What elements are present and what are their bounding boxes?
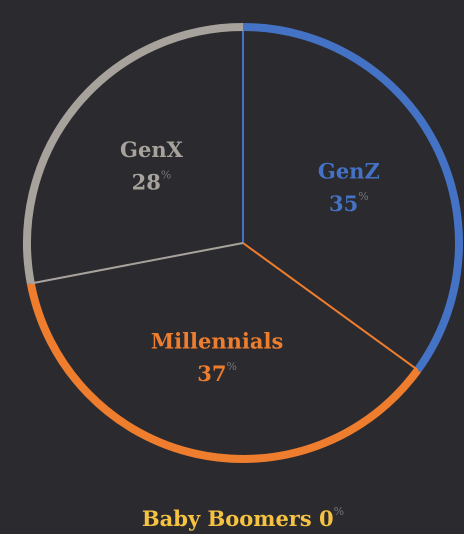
slice-name: Millennials [151, 328, 283, 353]
slice-name: GenZ [318, 159, 380, 184]
slice-name: Baby Boomers [142, 506, 312, 531]
slice-edge [30, 242, 244, 285]
gap [312, 506, 319, 531]
value-unit: % [226, 360, 236, 373]
slice-value: 28% [132, 168, 172, 194]
slice [242, 23, 463, 373]
slice-name: GenX [120, 137, 184, 162]
value-unit: % [161, 168, 171, 181]
value-number: 35 [329, 191, 358, 216]
slice-arc [242, 23, 463, 373]
value-unit: % [358, 190, 368, 203]
slice-arc [26, 282, 421, 463]
slice-value: 35% [329, 190, 369, 216]
zero-slice-label: Baby Boomers 0% [142, 505, 344, 531]
value-number: 28 [132, 169, 161, 194]
value-number: 37 [197, 360, 226, 385]
slice [23, 23, 244, 285]
slice-value: 37% [197, 360, 237, 386]
slice [26, 242, 421, 463]
value-number: 0 [319, 506, 334, 531]
value-unit: % [334, 505, 344, 518]
slice-arc [23, 23, 244, 285]
slice-edge [242, 242, 419, 371]
